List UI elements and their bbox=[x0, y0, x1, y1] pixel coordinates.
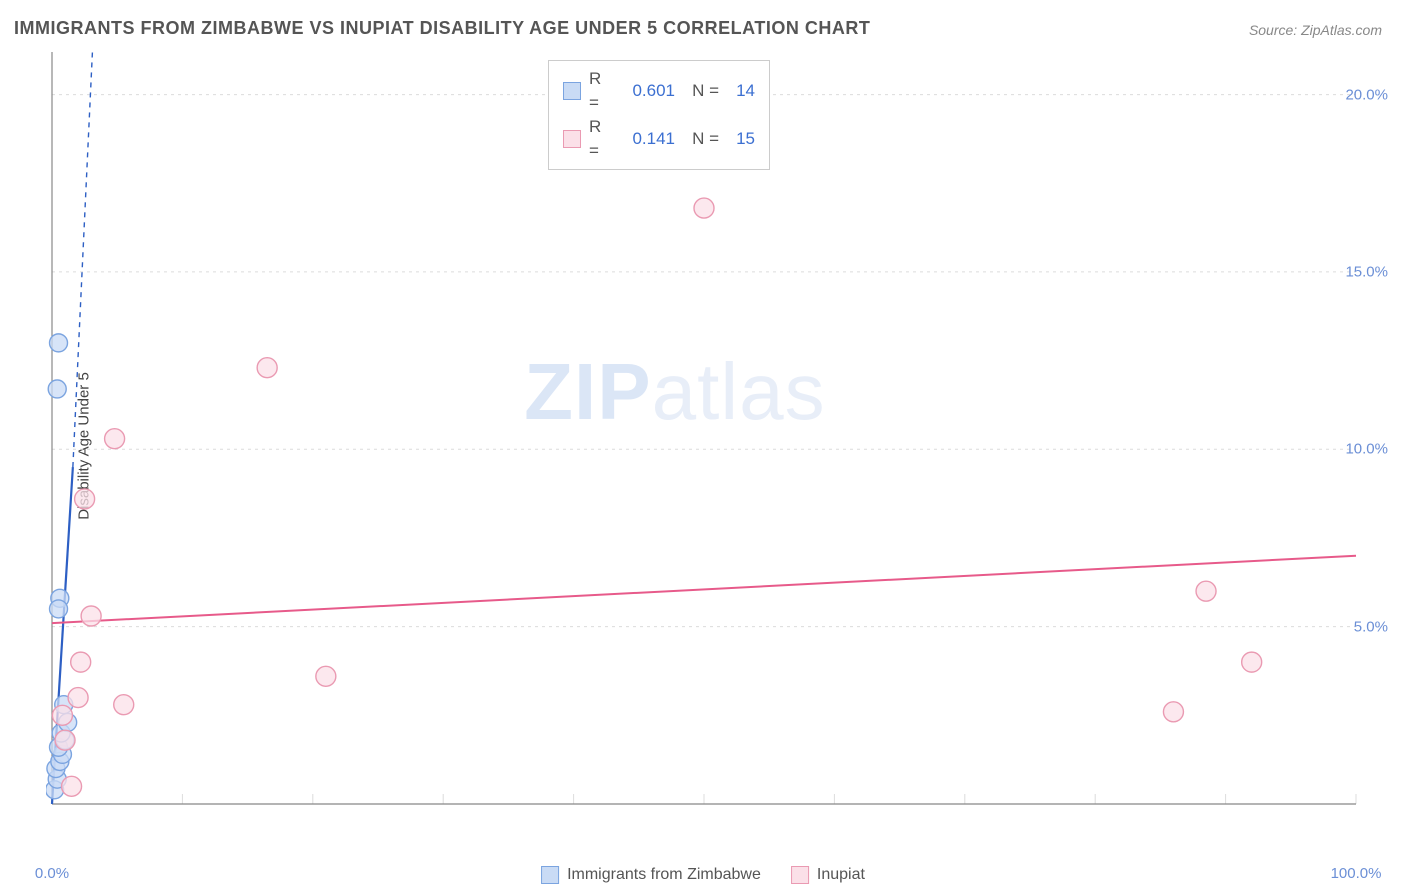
legend-label: Inupiat bbox=[817, 866, 865, 884]
source-attribution: Source: ZipAtlas.com bbox=[1249, 22, 1382, 38]
chart-title: IMMIGRANTS FROM ZIMBABWE VS INUPIAT DISA… bbox=[14, 18, 870, 39]
legend-row: R = 0.601 N = 14 bbox=[563, 67, 755, 115]
source-name: ZipAtlas.com bbox=[1301, 22, 1382, 38]
legend-r-value: 0.601 bbox=[619, 79, 675, 103]
y-tick-label: 20.0% bbox=[1345, 86, 1388, 103]
legend-n-label: N = bbox=[683, 79, 719, 103]
legend-swatch-inupiat bbox=[791, 866, 809, 884]
y-tick-label: 15.0% bbox=[1345, 263, 1388, 280]
legend-n-value: 15 bbox=[727, 127, 755, 151]
legend-r-label: R = bbox=[589, 67, 611, 115]
legend-correlation: R = 0.601 N = 14 R = 0.141 N = 15 bbox=[548, 60, 770, 170]
legend-n-label: N = bbox=[683, 127, 719, 151]
x-tick-label: 100.0% bbox=[1331, 865, 1382, 882]
legend-swatch-zimbabwe bbox=[541, 866, 559, 884]
legend-r-label: R = bbox=[589, 115, 611, 163]
legend-series: Immigrants from Zimbabwe Inupiat bbox=[541, 866, 865, 884]
y-tick-label: 5.0% bbox=[1354, 618, 1388, 635]
legend-swatch-inupiat bbox=[563, 130, 581, 148]
legend-item-zimbabwe: Immigrants from Zimbabwe bbox=[541, 866, 761, 884]
x-tick-label: 0.0% bbox=[35, 865, 69, 882]
legend-n-value: 14 bbox=[727, 79, 755, 103]
legend-label: Immigrants from Zimbabwe bbox=[567, 866, 761, 884]
chart-container: IMMIGRANTS FROM ZIMBABWE VS INUPIAT DISA… bbox=[0, 0, 1406, 892]
legend-item-inupiat: Inupiat bbox=[791, 866, 865, 884]
legend-row: R = 0.141 N = 15 bbox=[563, 115, 755, 163]
legend-swatch-zimbabwe bbox=[563, 82, 581, 100]
source-label: Source: bbox=[1249, 22, 1297, 38]
legend-r-value: 0.141 bbox=[619, 127, 675, 151]
y-tick-label: 10.0% bbox=[1345, 441, 1388, 458]
